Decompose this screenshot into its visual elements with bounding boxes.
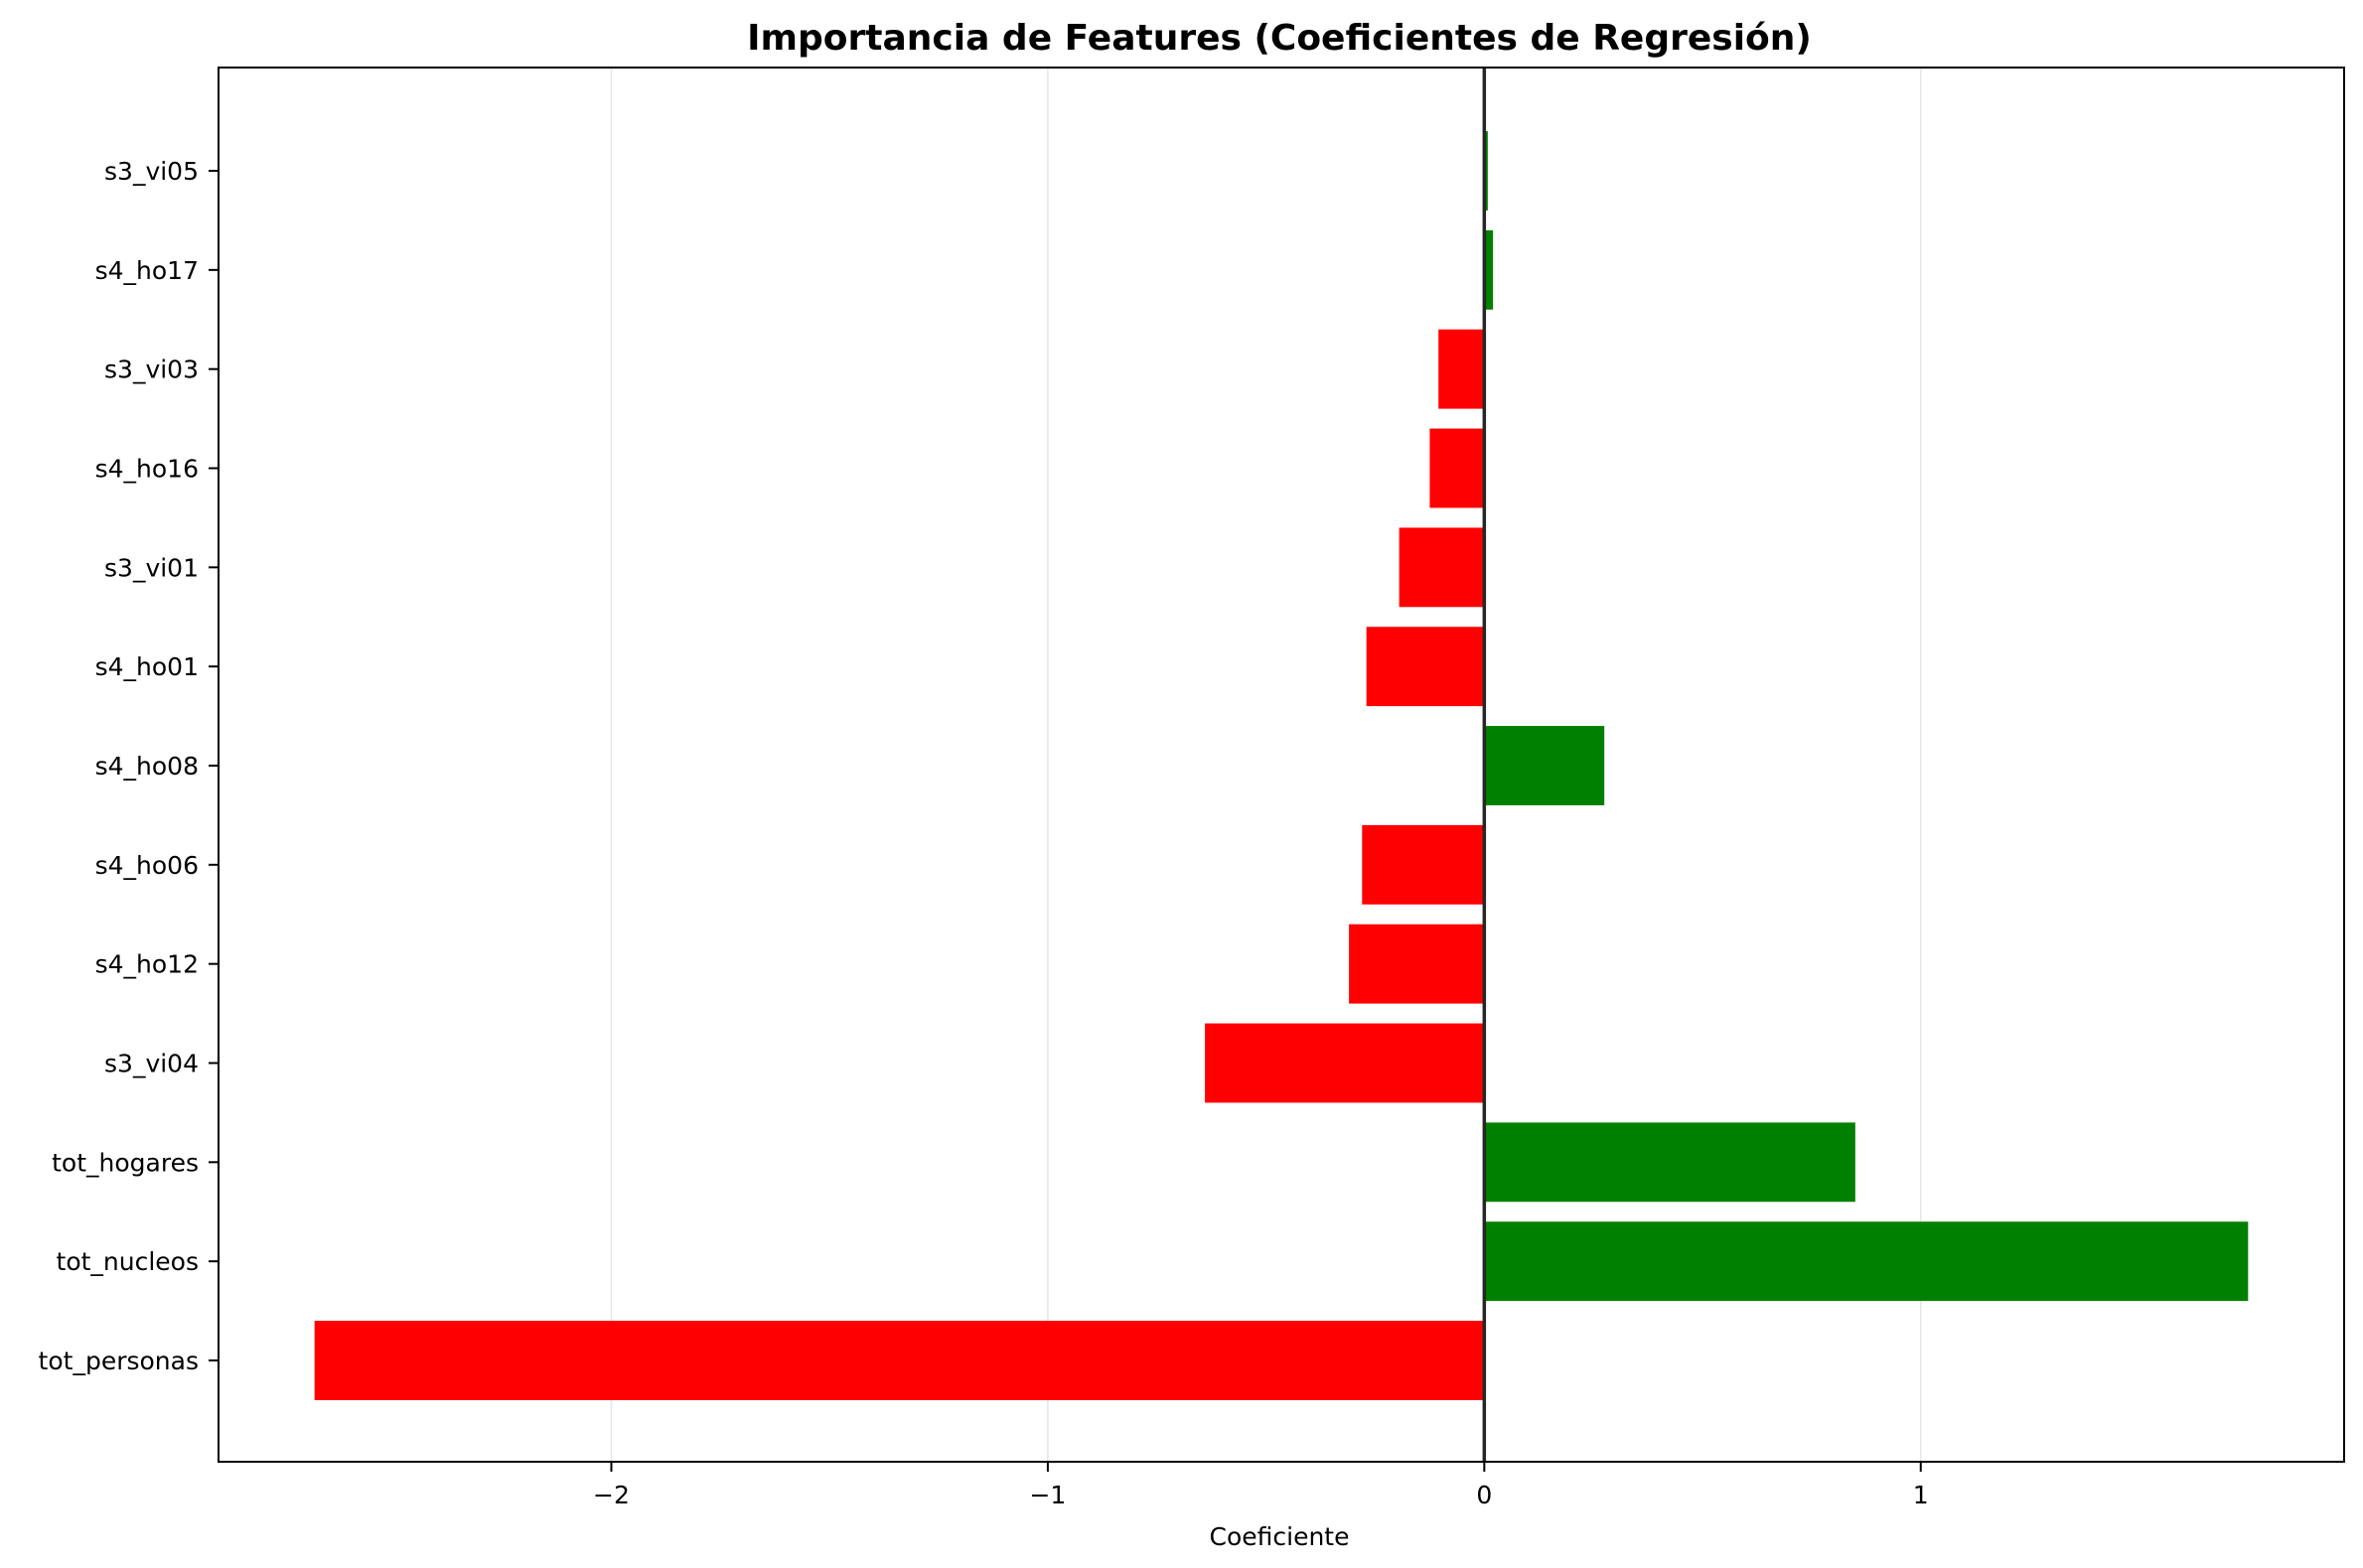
y-tick-label: tot_personas: [39, 1347, 199, 1375]
bar-tot-nucleos: [1484, 1221, 2249, 1302]
y-tick-label: tot_nucleos: [57, 1247, 199, 1276]
x-tick-label: −1: [1029, 1481, 1066, 1509]
y-tick-label: s3_vi01: [104, 553, 199, 582]
bar-s3-vi01: [1399, 527, 1485, 608]
bar-s3-vi05: [1484, 131, 1488, 211]
y-tick-label: s4_ho08: [95, 752, 199, 781]
bar-s4-ho01: [1366, 627, 1485, 707]
bar-s3-vi04: [1205, 1023, 1485, 1103]
bar-tot-hogares: [1484, 1122, 1855, 1203]
x-axis-label: Coeficiente: [1210, 1522, 1350, 1551]
y-tick-label: s4_ho12: [95, 950, 199, 979]
y-tick-label: tot_hogares: [52, 1148, 199, 1177]
x-tick-label: −2: [593, 1481, 630, 1509]
y-axis-ticks: tot_personas tot_nucleos tot_hogares s3_vi0…: [39, 157, 219, 1375]
y-tick-label: s3_vi04: [104, 1050, 199, 1078]
y-tick-label: s3_vi05: [104, 157, 199, 186]
x-tick-label: 0: [1476, 1481, 1492, 1509]
y-tick-label: s4_ho06: [95, 851, 199, 880]
bar-s4-ho17: [1484, 229, 1494, 310]
y-tick-label: s4_ho17: [95, 256, 199, 285]
y-tick-label: s4_ho01: [95, 652, 199, 681]
bar-s4-ho16: [1429, 428, 1485, 508]
bar-s4-ho06: [1362, 824, 1485, 905]
bar-s4-ho08: [1484, 726, 1605, 805]
bar-tot-personas: [314, 1321, 1485, 1400]
y-tick-label: s4_ho16: [95, 455, 199, 484]
y-tick-label: s3_vi03: [104, 356, 199, 384]
bars: [314, 131, 2249, 1400]
chart-title: Importancia de Features (Coeficientes de…: [747, 18, 1812, 59]
bar-s3-vi03: [1438, 329, 1485, 409]
x-axis-ticks: −2 −1 0 1: [593, 1462, 1929, 1509]
x-tick-label: 1: [1913, 1481, 1929, 1509]
bar-s4-ho12: [1349, 924, 1485, 1004]
